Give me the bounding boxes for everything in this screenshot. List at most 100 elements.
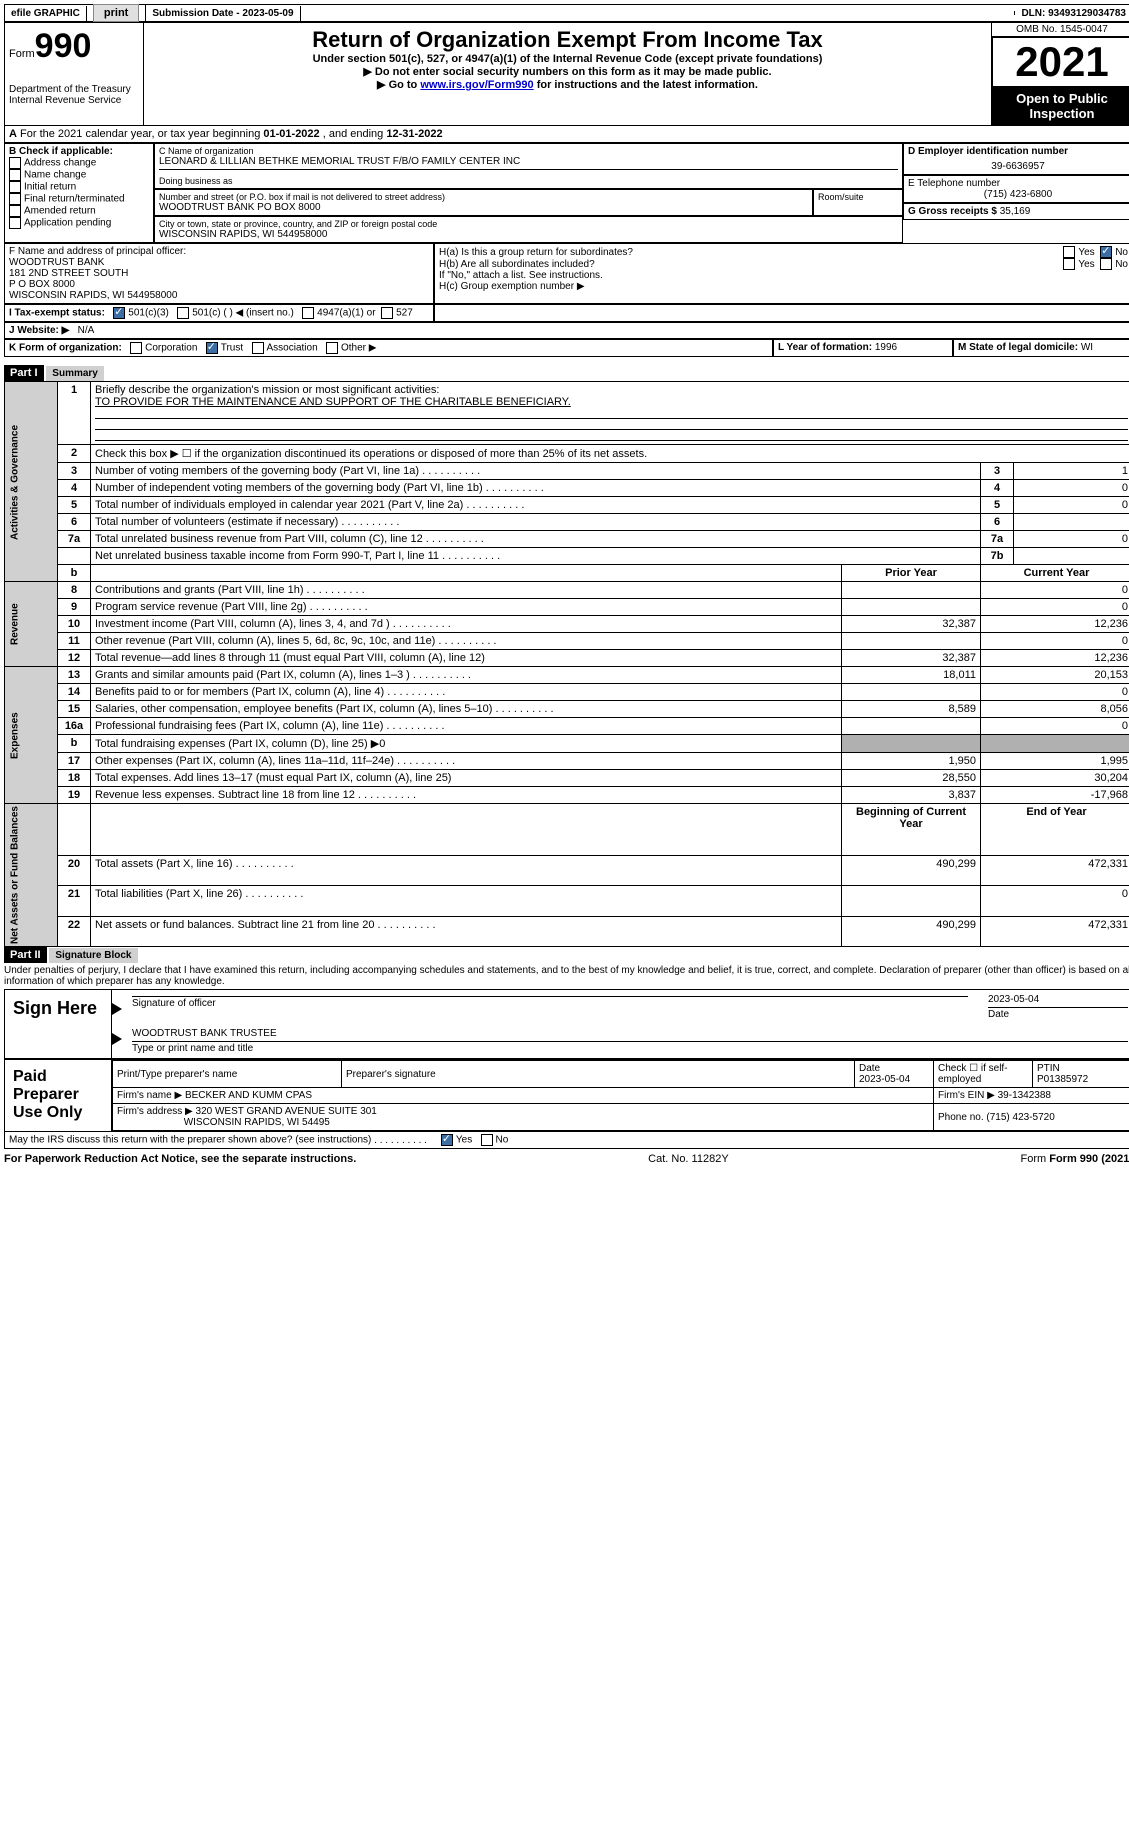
ptin-hdr: PTIN bbox=[1037, 1063, 1060, 1074]
cb-ha-no[interactable] bbox=[1100, 246, 1112, 258]
cb-trust[interactable] bbox=[206, 342, 218, 354]
submission-date: 2023-05-09 bbox=[242, 8, 293, 19]
n21-c: 0 bbox=[981, 886, 1129, 916]
r8-p bbox=[842, 582, 981, 599]
e14-c: 0 bbox=[981, 684, 1129, 701]
row3-val: 1 bbox=[1014, 463, 1129, 480]
e16a-c: 0 bbox=[981, 718, 1129, 735]
n20-c: 472,331 bbox=[981, 855, 1129, 885]
cb-527[interactable] bbox=[381, 307, 393, 319]
footer-right: Form 990 (2021) bbox=[1049, 1153, 1129, 1165]
lbl-assoc: Association bbox=[267, 343, 318, 354]
footer-left: For Paperwork Reduction Act Notice, see … bbox=[4, 1153, 356, 1165]
r12-p: 32,387 bbox=[842, 650, 981, 667]
n21-t: Total liabilities (Part X, line 26) bbox=[91, 886, 842, 916]
bcy-hdr: Beginning of Current Year bbox=[842, 804, 981, 856]
row3-num: 3 bbox=[58, 463, 91, 480]
cb-amended[interactable] bbox=[9, 205, 21, 217]
cb-other[interactable] bbox=[326, 342, 338, 354]
e15-t: Salaries, other compensation, employee b… bbox=[91, 701, 842, 718]
e13-p: 18,011 bbox=[842, 667, 981, 684]
dba-label: Doing business as bbox=[159, 176, 898, 186]
tax-year: 2021 bbox=[992, 37, 1129, 87]
year-formation: 1996 bbox=[875, 342, 897, 353]
cb-501c3[interactable] bbox=[113, 307, 125, 319]
row7b-text: Net unrelated business taxable income fr… bbox=[91, 548, 981, 565]
irs-label: Internal Revenue Service bbox=[9, 95, 139, 106]
box-k-label: K Form of organization: bbox=[9, 343, 122, 354]
n20-t: Total assets (Part X, line 16) bbox=[91, 855, 842, 885]
prep-sig-hdr: Preparer's signature bbox=[342, 1061, 855, 1088]
cb-final-return[interactable] bbox=[9, 193, 21, 205]
e16b-c bbox=[981, 735, 1129, 753]
e19-c: -17,968 bbox=[981, 787, 1129, 804]
cb-assoc[interactable] bbox=[252, 342, 264, 354]
lbl-no2: No bbox=[1115, 259, 1128, 270]
cb-corp[interactable] bbox=[130, 342, 142, 354]
box-l-label: L Year of formation: bbox=[778, 342, 872, 353]
ha-label: H(a) Is this a group return for subordin… bbox=[439, 247, 1063, 258]
row7a-val: 0 bbox=[1014, 531, 1129, 548]
firm-addr-label: Firm's address ▶ bbox=[117, 1106, 193, 1117]
print-button[interactable]: print bbox=[93, 4, 139, 22]
cb-hb-no[interactable] bbox=[1100, 258, 1112, 270]
cb-501c[interactable] bbox=[177, 307, 189, 319]
r10-p: 32,387 bbox=[842, 616, 981, 633]
row4-box: 4 bbox=[981, 480, 1014, 497]
r9-n: 9 bbox=[58, 599, 91, 616]
lbl-app-pending: Application pending bbox=[24, 218, 111, 229]
cb-app-pending[interactable] bbox=[9, 217, 21, 229]
lbl-initial-return: Initial return bbox=[24, 182, 76, 193]
box-i-label: I Tax-exempt status: bbox=[9, 308, 105, 319]
box-d-label: D Employer identification number bbox=[908, 146, 1128, 157]
officer-l4: WISCONSIN RAPIDS, WI 544958000 bbox=[9, 290, 429, 301]
firm-name: BECKER AND KUMM CPAS bbox=[185, 1090, 312, 1101]
r8-c: 0 bbox=[981, 582, 1129, 599]
cb-ha-yes[interactable] bbox=[1063, 246, 1075, 258]
lbl-yes2: Yes bbox=[1078, 259, 1094, 270]
firm-name-label: Firm's name ▶ bbox=[117, 1090, 182, 1101]
cb-discuss-yes[interactable] bbox=[441, 1134, 453, 1146]
row6-text: Total number of volunteers (estimate if … bbox=[91, 514, 981, 531]
irs-link[interactable]: www.irs.gov/Form990 bbox=[420, 79, 533, 91]
n22-t: Net assets or fund balances. Subtract li… bbox=[91, 916, 842, 946]
e16a-t: Professional fundraising fees (Part IX, … bbox=[91, 718, 842, 735]
cb-name-change[interactable] bbox=[9, 169, 21, 181]
row7a-text: Total unrelated business revenue from Pa… bbox=[91, 531, 981, 548]
year-end: 12-31-2022 bbox=[386, 128, 442, 140]
cb-hb-yes[interactable] bbox=[1063, 258, 1075, 270]
form-header: Form990 Department of the Treasury Inter… bbox=[4, 22, 1129, 126]
form-label: Form bbox=[9, 48, 35, 60]
e13-n: 13 bbox=[58, 667, 91, 684]
submission-label: Submission Date - bbox=[152, 8, 239, 19]
box-e-label: E Telephone number bbox=[908, 178, 1128, 189]
e16a-n: 16a bbox=[58, 718, 91, 735]
goto-prefix: ▶ Go to bbox=[377, 79, 420, 91]
officer-l2: 181 2ND STREET SOUTH bbox=[9, 268, 429, 279]
cb-initial-return[interactable] bbox=[9, 181, 21, 193]
prep-name-hdr: Print/Type preparer's name bbox=[113, 1061, 342, 1088]
goto-suffix: for instructions and the latest informat… bbox=[534, 79, 758, 91]
n22-n: 22 bbox=[58, 916, 91, 946]
tab-governance: Activities & Governance bbox=[5, 382, 58, 582]
discuss-question: May the IRS discuss this return with the… bbox=[9, 1135, 427, 1146]
top-bar: efile GRAPHIC print Submission Date - 20… bbox=[4, 4, 1129, 22]
n21-p bbox=[842, 886, 981, 916]
box-j-label: J Website: ▶ bbox=[9, 325, 69, 336]
n20-n: 20 bbox=[58, 855, 91, 885]
cb-address-change[interactable] bbox=[9, 157, 21, 169]
line-a: A For the 2021 calendar year, or tax yea… bbox=[4, 126, 1129, 143]
r12-t: Total revenue—add lines 8 through 11 (mu… bbox=[91, 650, 842, 667]
cb-4947[interactable] bbox=[302, 307, 314, 319]
box-m-label: M State of legal domicile: bbox=[958, 342, 1078, 353]
cb-discuss-no[interactable] bbox=[481, 1134, 493, 1146]
e18-c: 30,204 bbox=[981, 770, 1129, 787]
line-a-text: For the 2021 calendar year, or tax year … bbox=[20, 128, 263, 140]
e19-t: Revenue less expenses. Subtract line 18 … bbox=[91, 787, 842, 804]
sign-date: 2023-05-04 bbox=[988, 994, 1128, 1005]
firm-ein-label: Firm's EIN ▶ bbox=[938, 1090, 995, 1101]
e18-n: 18 bbox=[58, 770, 91, 787]
footer-cat: Cat. No. 11282Y bbox=[648, 1153, 729, 1165]
lbl-corp: Corporation bbox=[145, 343, 197, 354]
city-value: WISCONSIN RAPIDS, WI 544958000 bbox=[159, 229, 898, 240]
